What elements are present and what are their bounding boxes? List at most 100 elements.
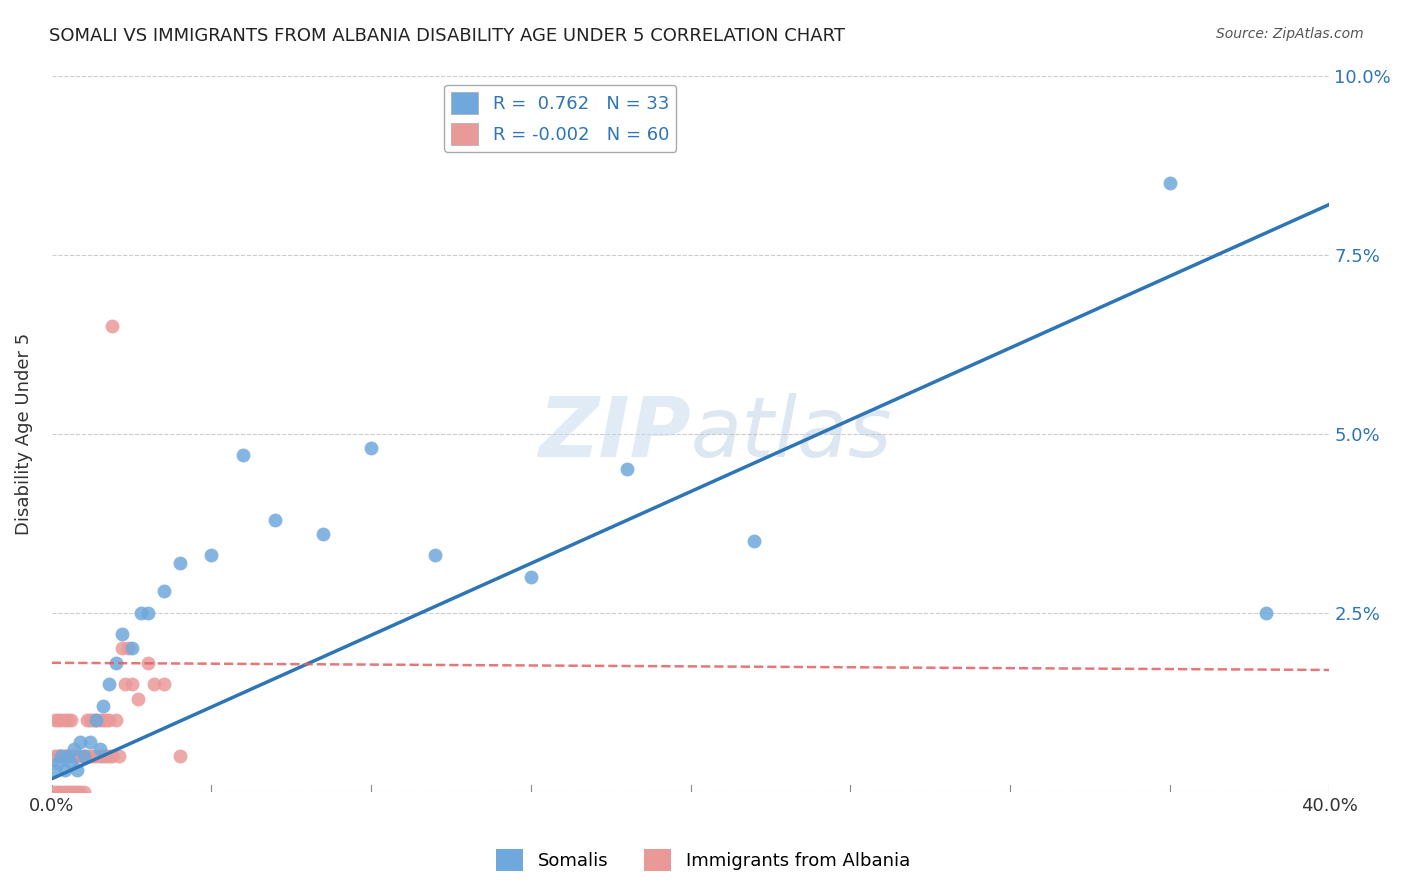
Point [66, 785, 89, 799]
Point [56, 748, 79, 763]
Point [121, 641, 143, 656]
Point [616, 462, 638, 476]
Point [127, 691, 149, 706]
Point [76, 713, 98, 727]
Point [101, 748, 124, 763]
Point [79, 713, 101, 727]
Point [91, 698, 114, 713]
Point [73, 748, 96, 763]
Point [117, 641, 139, 656]
Point [520, 570, 543, 584]
Point [86, 713, 108, 727]
Point [44, 785, 66, 799]
Point [59, 756, 82, 770]
Point [121, 677, 143, 691]
Point [59, 748, 82, 763]
Point [152, 584, 174, 599]
Point [129, 606, 152, 620]
Point [51, 748, 73, 763]
Point [53, 748, 76, 763]
Point [89, 741, 111, 756]
Text: SOMALI VS IMMIGRANTS FROM ALBANIA DISABILITY AGE UNDER 5 CORRELATION CHART: SOMALI VS IMMIGRANTS FROM ALBANIA DISABI… [49, 27, 845, 45]
Point [44, 748, 66, 763]
Point [51, 713, 73, 727]
Legend: Somalis, Immigrants from Albania: Somalis, Immigrants from Albania [489, 842, 917, 879]
Point [1159, 176, 1181, 190]
Point [69, 748, 91, 763]
Legend: R =  0.762   N = 33, R = -0.002   N = 60: R = 0.762 N = 33, R = -0.002 N = 60 [444, 85, 676, 152]
Point [53, 785, 76, 799]
Point [86, 748, 108, 763]
Text: atlas: atlas [690, 393, 893, 475]
Point [56, 785, 79, 799]
Point [66, 763, 89, 777]
Point [104, 656, 127, 670]
Point [53, 763, 76, 777]
Point [98, 713, 121, 727]
Point [56, 713, 79, 727]
Point [169, 748, 191, 763]
Point [98, 748, 121, 763]
Point [63, 748, 86, 763]
Point [51, 748, 73, 763]
Point [744, 534, 766, 549]
Point [91, 748, 114, 763]
Point [200, 549, 222, 563]
Point [98, 677, 121, 691]
Point [136, 606, 159, 620]
Point [53, 713, 76, 727]
Point [51, 748, 73, 763]
Point [89, 748, 111, 763]
Point [73, 748, 96, 763]
Point [104, 713, 127, 727]
Text: ZIP: ZIP [538, 393, 690, 475]
Point [101, 319, 124, 334]
Point [73, 785, 96, 799]
Point [63, 785, 86, 799]
Point [232, 448, 254, 462]
Text: Source: ZipAtlas.com: Source: ZipAtlas.com [1216, 27, 1364, 41]
Point [89, 713, 111, 727]
Point [69, 734, 91, 748]
Point [59, 785, 82, 799]
Point [111, 627, 134, 641]
Point [136, 656, 159, 670]
Point [44, 763, 66, 777]
Point [79, 748, 101, 763]
Point [86, 713, 108, 727]
Point [169, 556, 191, 570]
Point [360, 441, 382, 455]
Point [82, 713, 104, 727]
Point [69, 785, 91, 799]
Point [63, 741, 86, 756]
Point [44, 713, 66, 727]
Point [264, 512, 287, 526]
Point [59, 713, 82, 727]
Point [46, 748, 69, 763]
Y-axis label: Disability Age Under 5: Disability Age Under 5 [15, 333, 32, 534]
Point [63, 748, 86, 763]
Point [56, 748, 79, 763]
Point [51, 785, 73, 799]
Point [46, 713, 69, 727]
Point [66, 748, 89, 763]
Point [79, 734, 101, 748]
Point [94, 748, 117, 763]
Point [143, 677, 166, 691]
Point [423, 549, 446, 563]
Point [312, 527, 335, 541]
Point [56, 748, 79, 763]
Point [46, 785, 69, 799]
Point [46, 756, 69, 770]
Point [82, 748, 104, 763]
Point [114, 677, 136, 691]
Point [53, 748, 76, 763]
Point [46, 748, 69, 763]
Point [1254, 606, 1277, 620]
Point [111, 641, 134, 656]
Point [94, 713, 117, 727]
Point [152, 677, 174, 691]
Point [108, 748, 131, 763]
Point [76, 748, 98, 763]
Point [91, 713, 114, 727]
